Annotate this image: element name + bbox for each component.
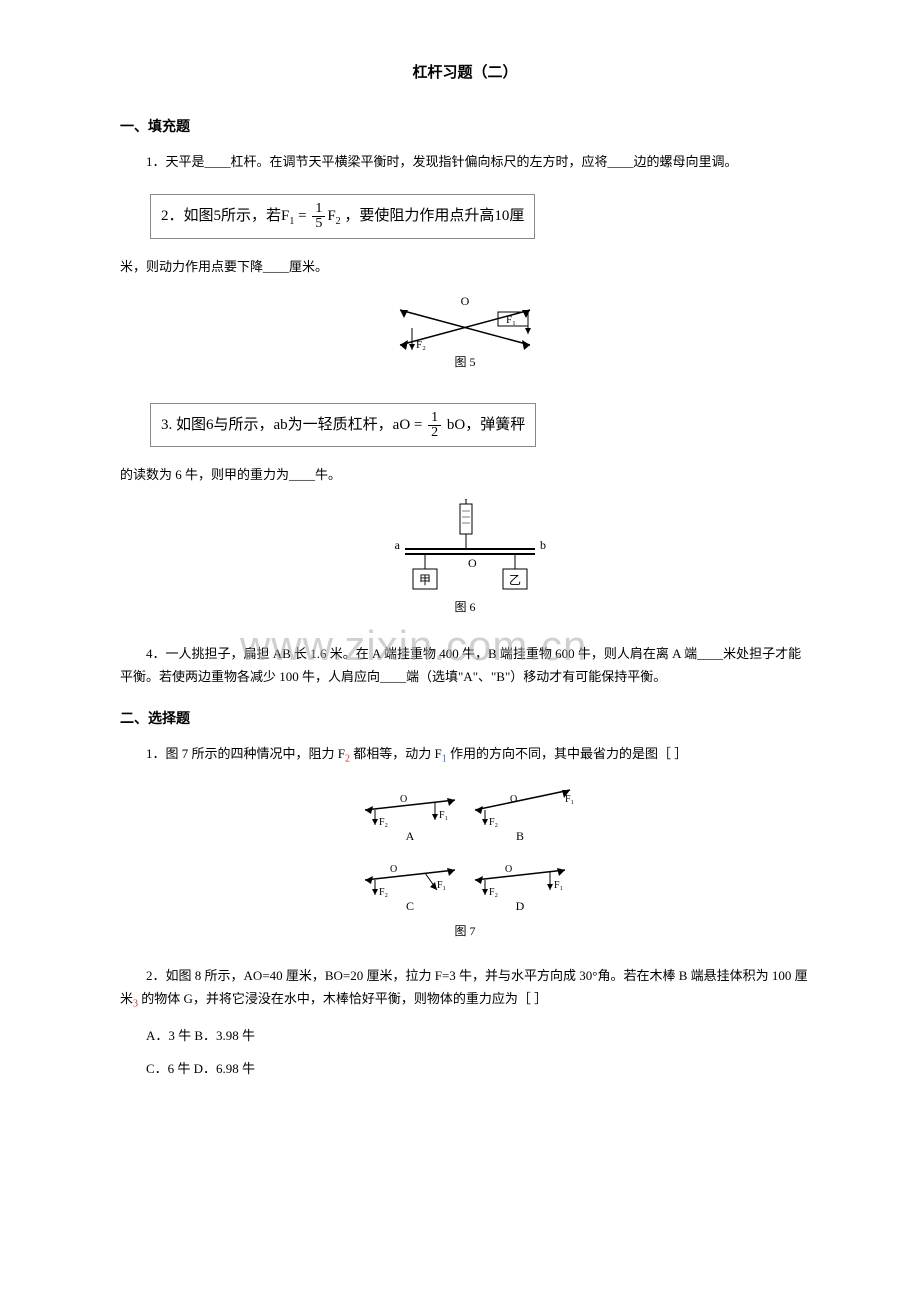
svg-text:F₁: F₁ — [437, 880, 446, 891]
q1-3-prefix: 3. 如图6与所示，ab为一轻质杠杆，aO = — [161, 417, 426, 433]
question-1-2-cont: 米，则动力作用点要下降____厘米。 — [120, 255, 810, 278]
svg-text:F₁: F₁ — [506, 314, 516, 326]
section-2-head: 二、选择题 — [120, 707, 810, 732]
svg-text:图 5: 图 5 — [454, 355, 475, 369]
sub-1: 1 — [289, 216, 294, 227]
svg-text:图 6: 图 6 — [454, 600, 475, 614]
svg-text:F₂: F₂ — [416, 339, 426, 351]
question-1-4: 4．一人挑担子，扁担 AB 长 1.6 米。在 A 端挂重物 400 牛，B 端… — [120, 642, 810, 689]
svg-text:O: O — [461, 294, 470, 308]
question-2-1: 1．图 7 所示的四种情况中，阻力 F2 都相等，动力 F1 作用的方向不同，其… — [120, 742, 810, 769]
sub-2: 2 — [336, 216, 341, 227]
svg-text:乙: 乙 — [509, 573, 521, 587]
svg-text:F₂: F₂ — [379, 817, 388, 828]
q1-2-suffix: ，要使阻力作用点升高10厘 — [344, 208, 524, 224]
question-1-3-box: 3. 如图6与所示，ab为一轻质杠杆，aO = 12 bO，弹簧秤 — [150, 403, 536, 447]
options-line-2: C．6 牛 D．6.98 牛 — [120, 1057, 810, 1080]
question-1-1: 1．天平是____杠杆。在调节天平横梁平衡时，发现指针偏向标尺的左方时，应将__… — [120, 150, 810, 173]
svg-text:B: B — [516, 829, 524, 843]
svg-text:b: b — [540, 538, 546, 552]
svg-text:C: C — [406, 899, 414, 913]
svg-text:O: O — [505, 864, 512, 875]
figure-5: O F₁ F₂ 图 5 — [120, 290, 810, 379]
svg-text:F₂: F₂ — [489, 887, 498, 898]
figure-7: O F₂ F₁ A O F₂ F₁ B — [120, 780, 810, 949]
svg-text:F₁: F₁ — [554, 880, 563, 891]
svg-text:O: O — [468, 556, 477, 570]
q1-2-prefix: 2．如图5所示，若F — [161, 208, 289, 224]
section-1-head: 一、填充题 — [120, 115, 810, 140]
svg-text:F₁: F₁ — [439, 810, 448, 821]
question-1-2-box: 2．如图5所示，若F1 = 15F2 ，要使阻力作用点升高10厘 — [150, 194, 535, 239]
svg-text:图 7: 图 7 — [454, 924, 475, 938]
question-2-2: 2．如图 8 所示，AO=40 厘米，BO=20 厘米，拉力 F=3 牛，并与水… — [120, 964, 810, 1014]
figure-6: a b O 甲 乙 图 6 www.zixin.com.cn — [120, 499, 810, 628]
fraction-1-5: 15 — [312, 202, 325, 231]
svg-text:a: a — [395, 538, 401, 552]
svg-text:F₁: F₁ — [565, 794, 574, 805]
svg-text:F₂: F₂ — [489, 817, 498, 828]
svg-text:O: O — [400, 794, 407, 805]
svg-text:O: O — [510, 794, 517, 805]
svg-text:O: O — [390, 864, 397, 875]
svg-text:F₂: F₂ — [379, 887, 388, 898]
q1-3-suffix: bO，弹簧秤 — [447, 417, 525, 433]
svg-text:D: D — [516, 899, 525, 913]
q1-2-mid: = — [298, 208, 310, 224]
fraction-1-2: 12 — [428, 411, 441, 440]
question-1-3-cont: 的读数为 6 牛，则甲的重力为____牛。 — [120, 463, 810, 486]
svg-text:A: A — [406, 829, 415, 843]
svg-text:甲: 甲 — [419, 573, 431, 587]
page-title: 杠杆习题（二） — [120, 60, 810, 87]
options-line-1: A．3 牛 B．3.98 牛 — [120, 1024, 810, 1047]
